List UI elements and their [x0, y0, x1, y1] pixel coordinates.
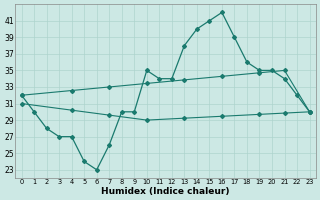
- X-axis label: Humidex (Indice chaleur): Humidex (Indice chaleur): [101, 187, 230, 196]
